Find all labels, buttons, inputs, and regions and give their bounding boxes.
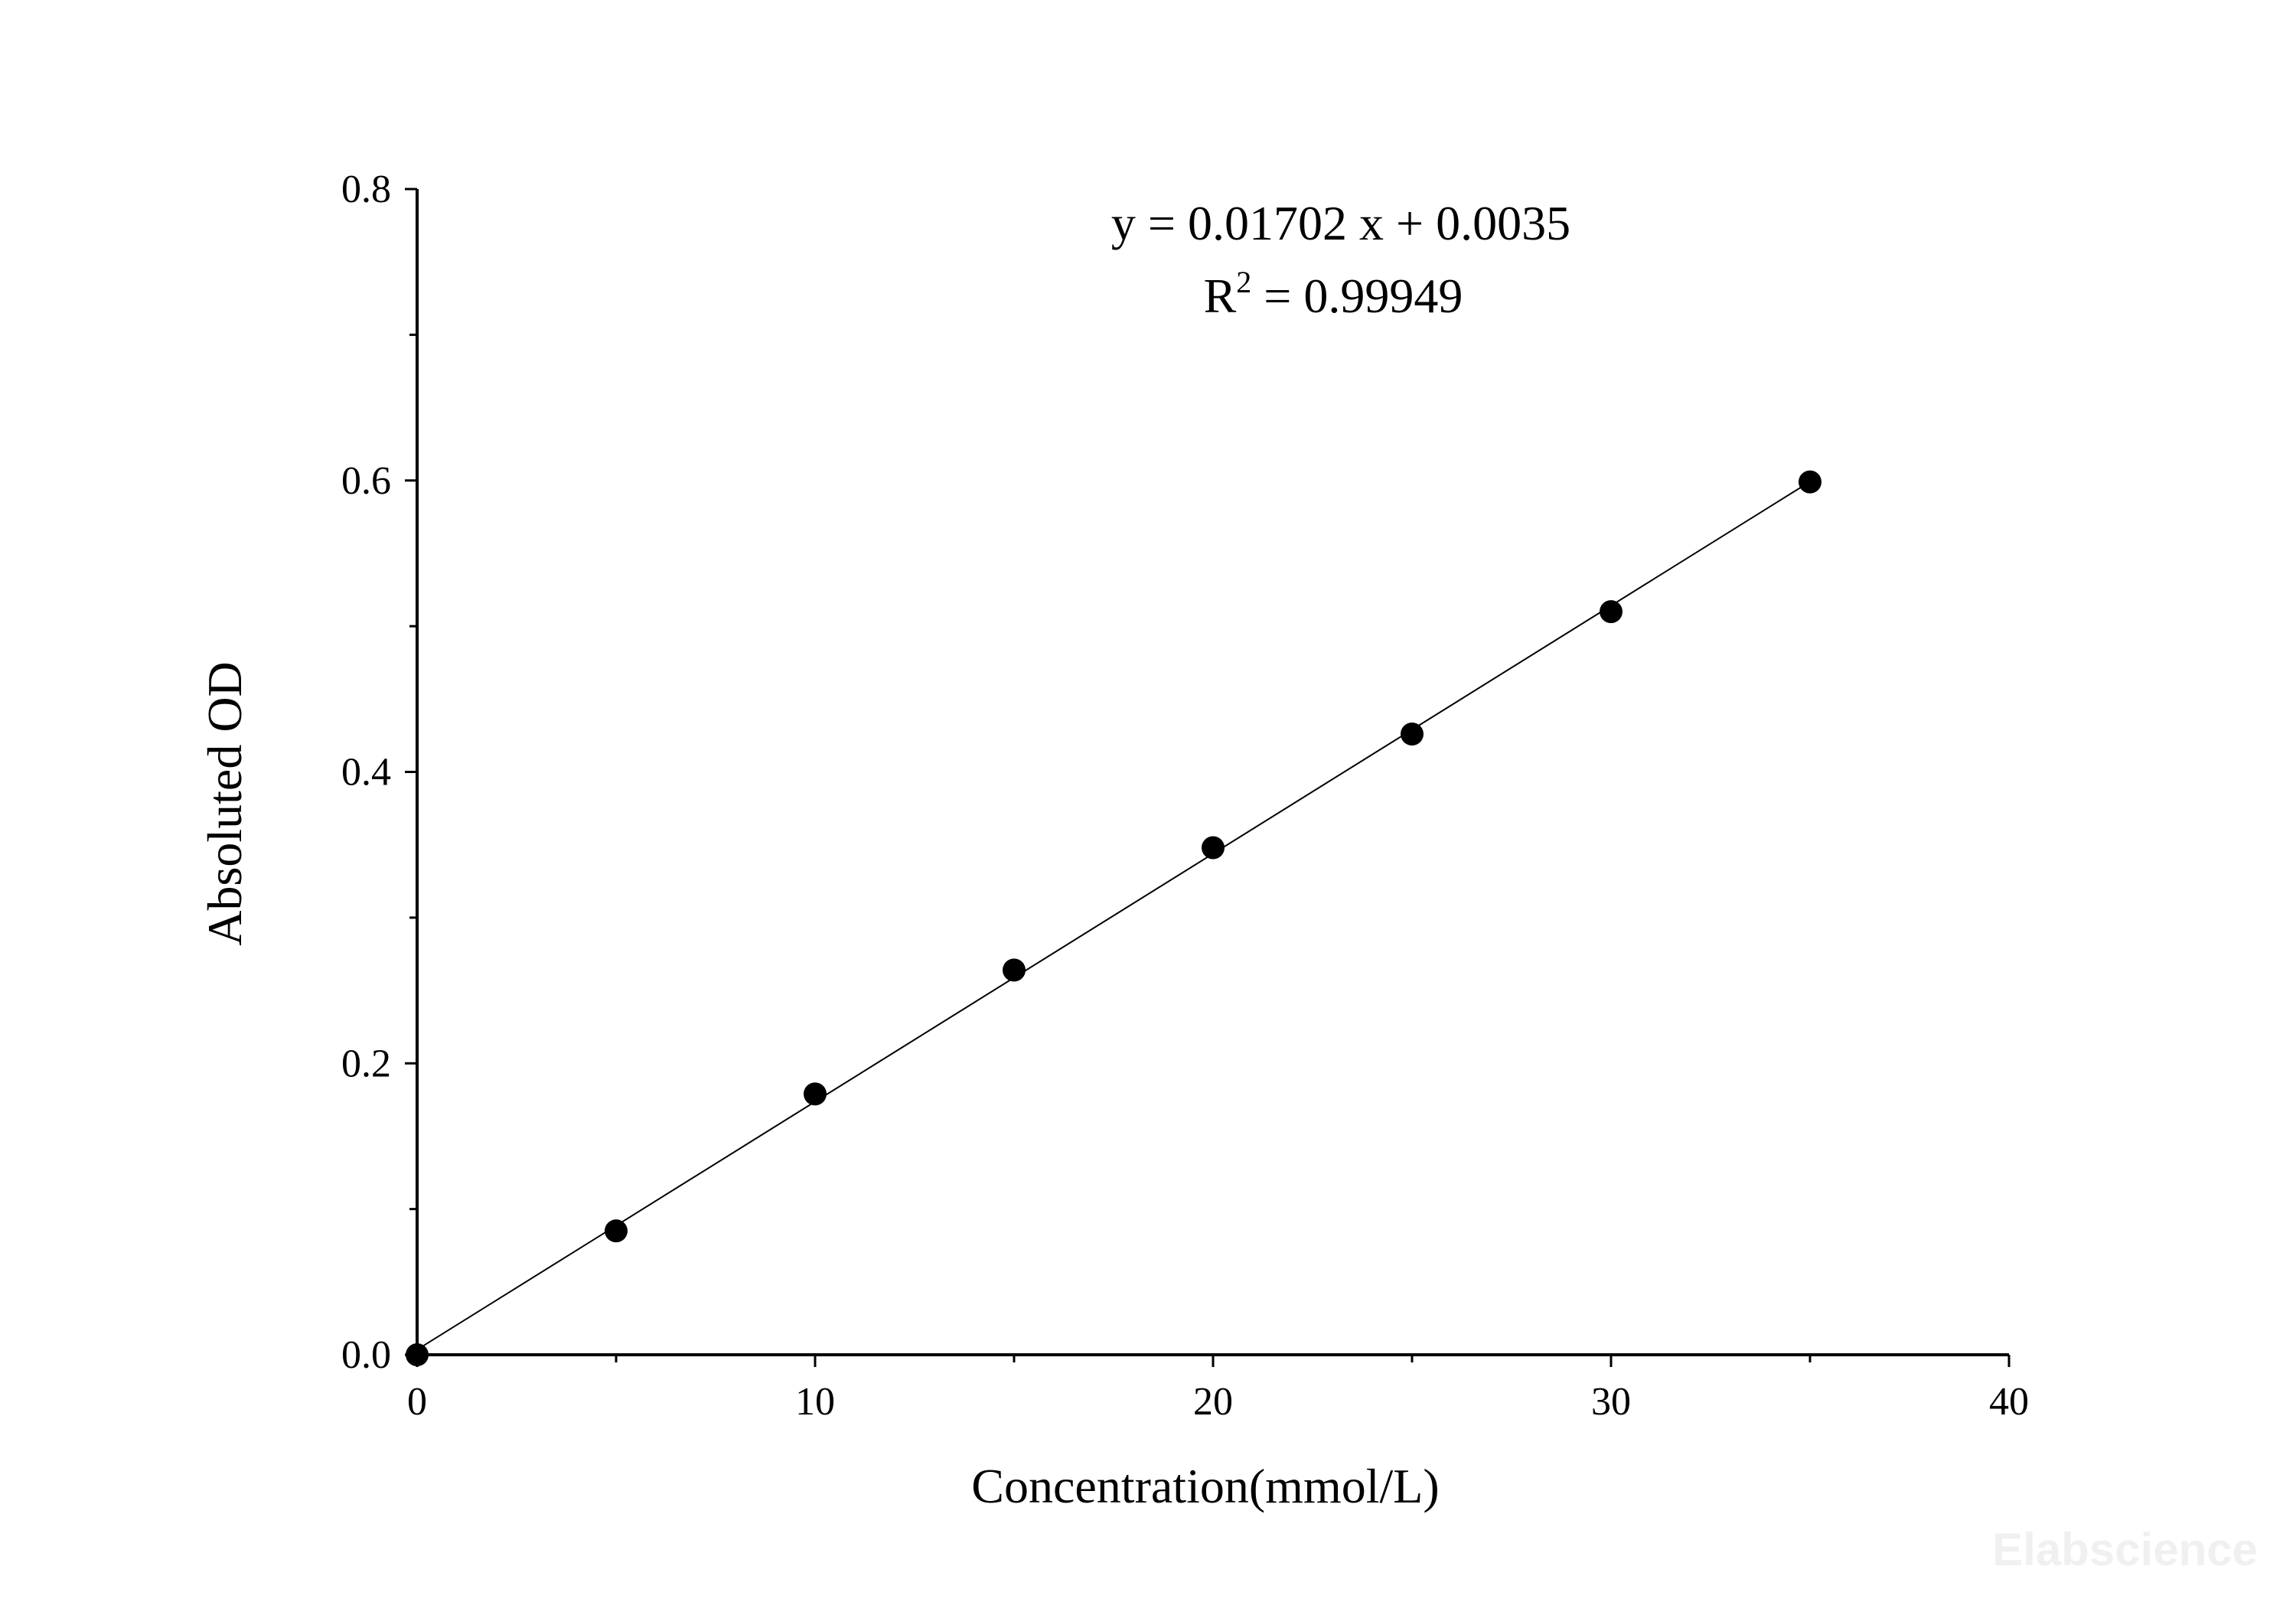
data-point <box>1401 723 1424 746</box>
y-tick-label: 0.4 <box>341 751 391 794</box>
data-point <box>406 1343 429 1366</box>
fit-line-group <box>416 481 1811 1351</box>
watermark-logo: Elabscience <box>1992 1524 2258 1575</box>
data-points <box>406 470 1821 1366</box>
data-point <box>1799 470 1821 494</box>
x-axis-title: Concentration(mmol/L) <box>971 1459 1439 1513</box>
r-squared-exponent: 2 <box>1236 265 1251 299</box>
data-point <box>1202 836 1225 860</box>
y-axis-title: Absoluted OD <box>197 661 252 946</box>
r-squared-value: = 0.99949 <box>1251 269 1463 323</box>
x-tick-label: 30 <box>1591 1380 1631 1424</box>
y-tick-label: 0.8 <box>341 168 391 211</box>
x-tick-label: 0 <box>407 1380 427 1424</box>
fit-equation: y = 0.01702 x + 0.0035 <box>1111 196 1570 250</box>
r-squared-annotation: R2 = 0.99949 <box>1204 265 1463 323</box>
axis-ticks: 0 10 20 30 40 0.0 0.2 0.4 0.6 0.8 <box>341 168 2029 1424</box>
y-tick-label: 0.0 <box>341 1333 391 1377</box>
y-tick-label: 0.6 <box>341 459 391 503</box>
y-tick-label: 0.2 <box>341 1042 391 1085</box>
x-tick-label: 40 <box>1989 1380 2029 1424</box>
fit-line <box>416 481 1811 1351</box>
data-point <box>1600 600 1623 624</box>
data-point <box>605 1219 628 1243</box>
x-tick-label: 20 <box>1193 1380 1233 1424</box>
r-squared-prefix: R <box>1204 269 1237 323</box>
data-point <box>1003 958 1026 982</box>
data-point <box>804 1082 827 1106</box>
x-tick-label: 10 <box>795 1380 835 1424</box>
axes <box>416 189 2009 1356</box>
